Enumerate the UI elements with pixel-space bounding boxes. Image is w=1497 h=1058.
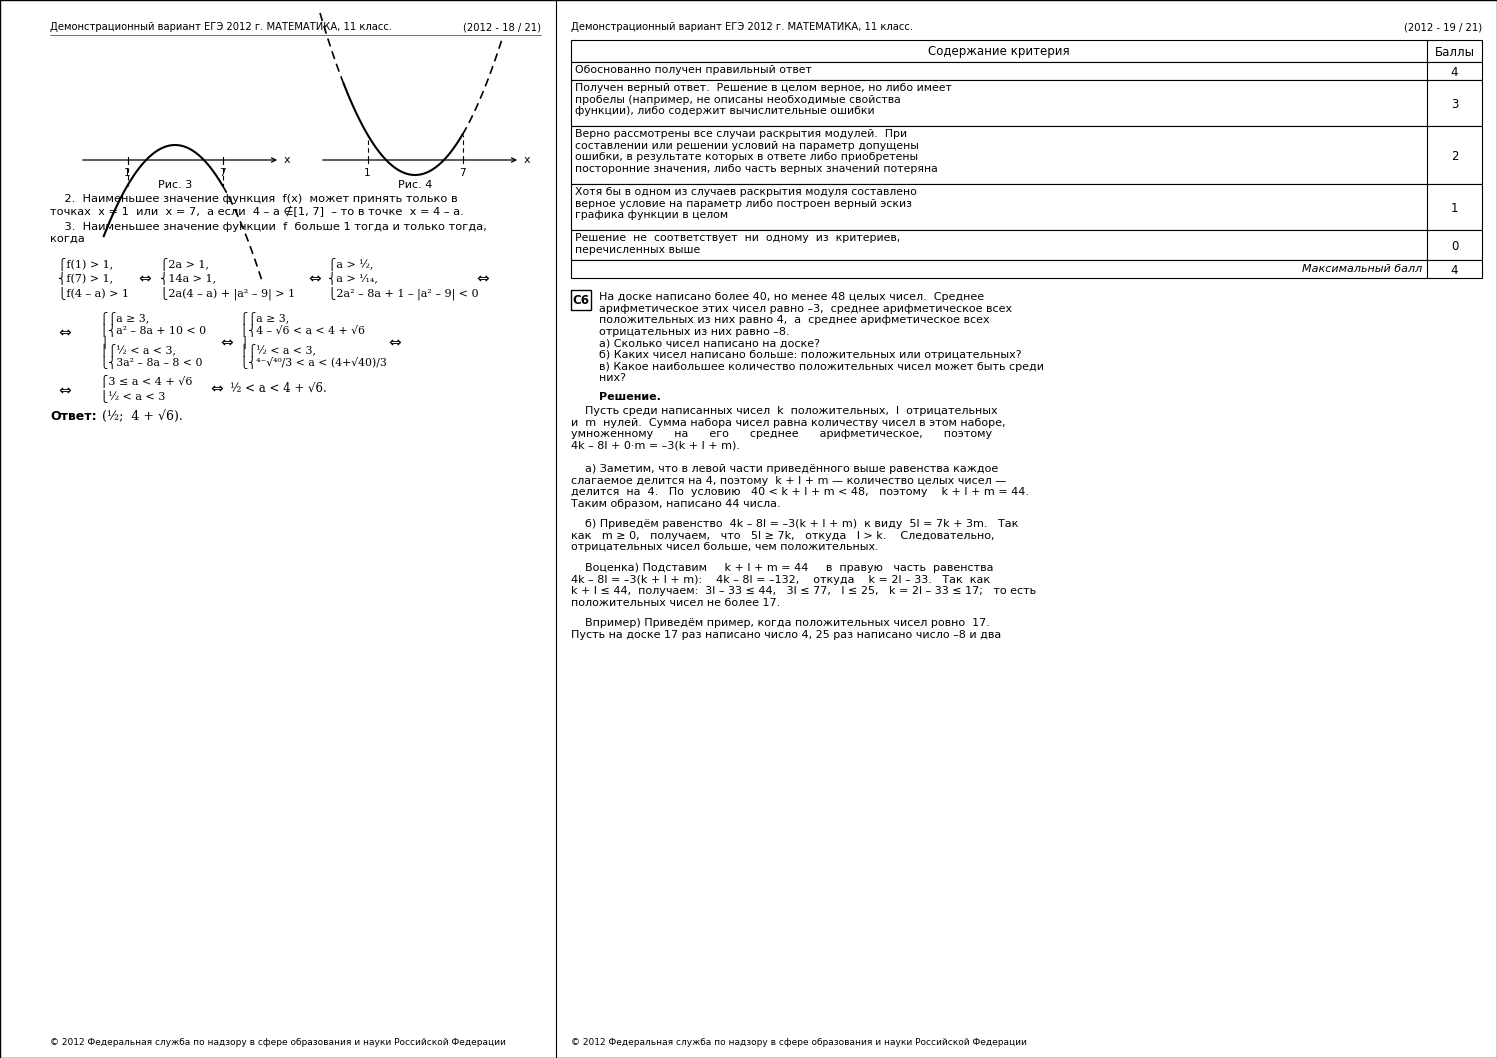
Text: 4: 4: [1451, 66, 1458, 78]
Text: © 2012 Федеральная служба по надзору в сфере образования и науки Российской Феде: © 2012 Федеральная служба по надзору в с…: [570, 1038, 1027, 1047]
Text: 1: 1: [124, 168, 130, 178]
Text: ⎪⎨a² – 8a + 10 < 0: ⎪⎨a² – 8a + 10 < 0: [100, 324, 207, 338]
Text: 7: 7: [219, 168, 226, 178]
Text: (2012 - 18 / 21): (2012 - 18 / 21): [463, 22, 540, 32]
Text: ⇔: ⇔: [138, 272, 151, 287]
Text: ⎧a > ½,: ⎧a > ½,: [328, 258, 373, 271]
Text: Демонстрационный вариант ЕГЭ 2012 г. МАТЕМАТИКА, 11 класс.: Демонстрационный вариант ЕГЭ 2012 г. МАТ…: [49, 22, 392, 32]
Text: 2: 2: [1451, 149, 1458, 163]
Text: ⇔: ⇔: [308, 272, 320, 287]
Text: ⎨a > ¹⁄₁₄,: ⎨a > ¹⁄₁₄,: [328, 272, 377, 285]
Text: 1: 1: [1451, 201, 1458, 215]
Text: Bоценка) Подставим     k + l + m = 44     в  правую   часть  равенства
4k – 8l =: Bоценка) Подставим k + l + m = 44 в прав…: [570, 563, 1036, 607]
Text: 2.  Наименьшее значение функция  f(x)  может принять только в
точках  x = 1  или: 2. Наименьшее значение функция f(x) може…: [49, 194, 464, 217]
Text: Bпример) Приведём пример, когда положительных чисел ровно  17.
Пусть на доске 17: Bпример) Приведём пример, когда положите…: [570, 618, 1001, 640]
Text: ⇔: ⇔: [210, 382, 223, 397]
Text: .: .: [644, 393, 647, 402]
Text: ⎩f(4 – a) > 1: ⎩f(4 – a) > 1: [58, 286, 129, 299]
Text: ⎧⎧a ≥ 3,: ⎧⎧a ≥ 3,: [240, 312, 289, 325]
Text: ⎪⎨4 – √6 < a < 4 + √6: ⎪⎨4 – √6 < a < 4 + √6: [240, 324, 365, 338]
Text: Верно рассмотрены все случаи раскрытия модулей.  При
составлении или решении усл: Верно рассмотрены все случаи раскрытия м…: [575, 129, 937, 174]
Bar: [570, 260, 1482, 278]
Text: x: x: [524, 156, 530, 165]
Text: ⎧3 ≤ a < 4 + √6: ⎧3 ≤ a < 4 + √6: [100, 375, 193, 388]
Text: ⎩⎨3a² – 8a – 8 < 0: ⎩⎨3a² – 8a – 8 < 0: [100, 355, 202, 369]
Text: ⎩2a(4 – a) + |a² – 9| > 1: ⎩2a(4 – a) + |a² – 9| > 1: [160, 286, 295, 299]
Bar: [570, 184, 1482, 230]
Text: ⎪: ⎪: [100, 336, 108, 349]
Text: ⇔: ⇔: [388, 336, 401, 351]
Text: 4: 4: [1451, 263, 1458, 276]
Text: ⇔: ⇔: [220, 336, 232, 351]
Text: На доске написано более 40, но менее 48 целых чисел.  Среднее
арифметическое эти: На доске написано более 40, но менее 48 …: [599, 292, 1043, 383]
Text: ⎧⎧a ≥ 3,: ⎧⎧a ≥ 3,: [100, 312, 150, 325]
Text: © 2012 Федеральная служба по надзору в сфере образования и науки Российской Феде: © 2012 Федеральная служба по надзору в с…: [49, 1038, 506, 1047]
Bar: [570, 230, 1482, 260]
Text: Пусть среди написанных чисел  k  положительных,  l  отрицательных
и  m  нулей.  : Пусть среди написанных чисел k положител…: [570, 406, 1006, 451]
Text: Получен верный ответ.  Решение в целом верное, но либо имеет
пробелы (например, : Получен верный ответ. Решение в целом ве…: [575, 83, 952, 116]
Text: ⎧f(1) > 1,: ⎧f(1) > 1,: [58, 258, 114, 271]
Text: 3.  Наименьшее значение функции  f  больше 1 тогда и только тогда,
когда: 3. Наименьшее значение функции f больше …: [49, 222, 487, 243]
Text: ⎨f(7) > 1,: ⎨f(7) > 1,: [58, 272, 114, 285]
Text: Максимальный балл: Максимальный балл: [1302, 264, 1422, 274]
Bar: [570, 40, 1482, 62]
Text: ⎩⎨⁴⁻√⁴⁰/3 < a < (4+√40)/3: ⎩⎨⁴⁻√⁴⁰/3 < a < (4+√40)/3: [240, 355, 386, 369]
Text: ⎩2a² – 8a + 1 – |a² – 9| < 0: ⎩2a² – 8a + 1 – |a² – 9| < 0: [328, 286, 479, 299]
Text: 7: 7: [460, 168, 466, 178]
Text: x: x: [284, 156, 290, 165]
Text: Обоснованно получен правильный ответ: Обоснованно получен правильный ответ: [575, 65, 811, 75]
Text: ⇔: ⇔: [476, 272, 488, 287]
Text: б) Приведём равенство  4k – 8l = –3(k + l + m)  к виду  5l = 7k + 3m.   Так
как : б) Приведём равенство 4k – 8l = –3(k + l…: [570, 519, 1018, 552]
Bar: [570, 290, 591, 310]
Text: ½ < a < 4 + √6.: ½ < a < 4 + √6.: [231, 382, 326, 395]
Text: ⇔: ⇔: [58, 326, 70, 341]
Text: Демонстрационный вариант ЕГЭ 2012 г. МАТЕМАТИКА, 11 класс.: Демонстрационный вариант ЕГЭ 2012 г. МАТ…: [570, 22, 913, 32]
Text: ⎪⎧½ < a < 3,: ⎪⎧½ < a < 3,: [100, 344, 177, 358]
Text: 1: 1: [364, 168, 371, 178]
Text: Баллы: Баллы: [1434, 45, 1475, 58]
Text: Содержание критерия: Содержание критерия: [928, 45, 1070, 58]
Text: ⇔: ⇔: [58, 384, 70, 399]
Text: Решение  не  соответствует  ни  одному  из  критериев,
перечисленных выше: Решение не соответствует ни одному из кр…: [575, 233, 900, 255]
Bar: [570, 126, 1482, 184]
Text: 0: 0: [1451, 239, 1458, 253]
Bar: [570, 62, 1482, 80]
Bar: [570, 80, 1482, 126]
Text: ⎧2a > 1,: ⎧2a > 1,: [160, 258, 210, 271]
Text: (2012 - 19 / 21): (2012 - 19 / 21): [1404, 22, 1482, 32]
Text: Рис. 4: Рис. 4: [398, 180, 433, 190]
Text: Хотя бы в одном из случаев раскрытия модуля составлено
верное условие на парамет: Хотя бы в одном из случаев раскрытия мод…: [575, 187, 916, 220]
Text: (½;  4 + √6).: (½; 4 + √6).: [102, 411, 183, 423]
Text: Ответ:: Ответ:: [49, 411, 97, 423]
Text: ⎨14a > 1,: ⎨14a > 1,: [160, 272, 216, 285]
Text: ⎪: ⎪: [240, 336, 249, 349]
Text: ⎩½ < a < 3: ⎩½ < a < 3: [100, 389, 165, 402]
Text: Решение.: Решение.: [599, 393, 660, 402]
Text: Рис. 3: Рис. 3: [157, 180, 192, 190]
Text: ⎪⎧½ < a < 3,: ⎪⎧½ < a < 3,: [240, 344, 316, 358]
Text: а) Заметим, что в левой части приведённого выше равенства каждое
слагаемое делит: а) Заметим, что в левой части приведённо…: [570, 464, 1028, 509]
Text: С6: С6: [572, 294, 590, 308]
Text: 3: 3: [1451, 97, 1458, 110]
